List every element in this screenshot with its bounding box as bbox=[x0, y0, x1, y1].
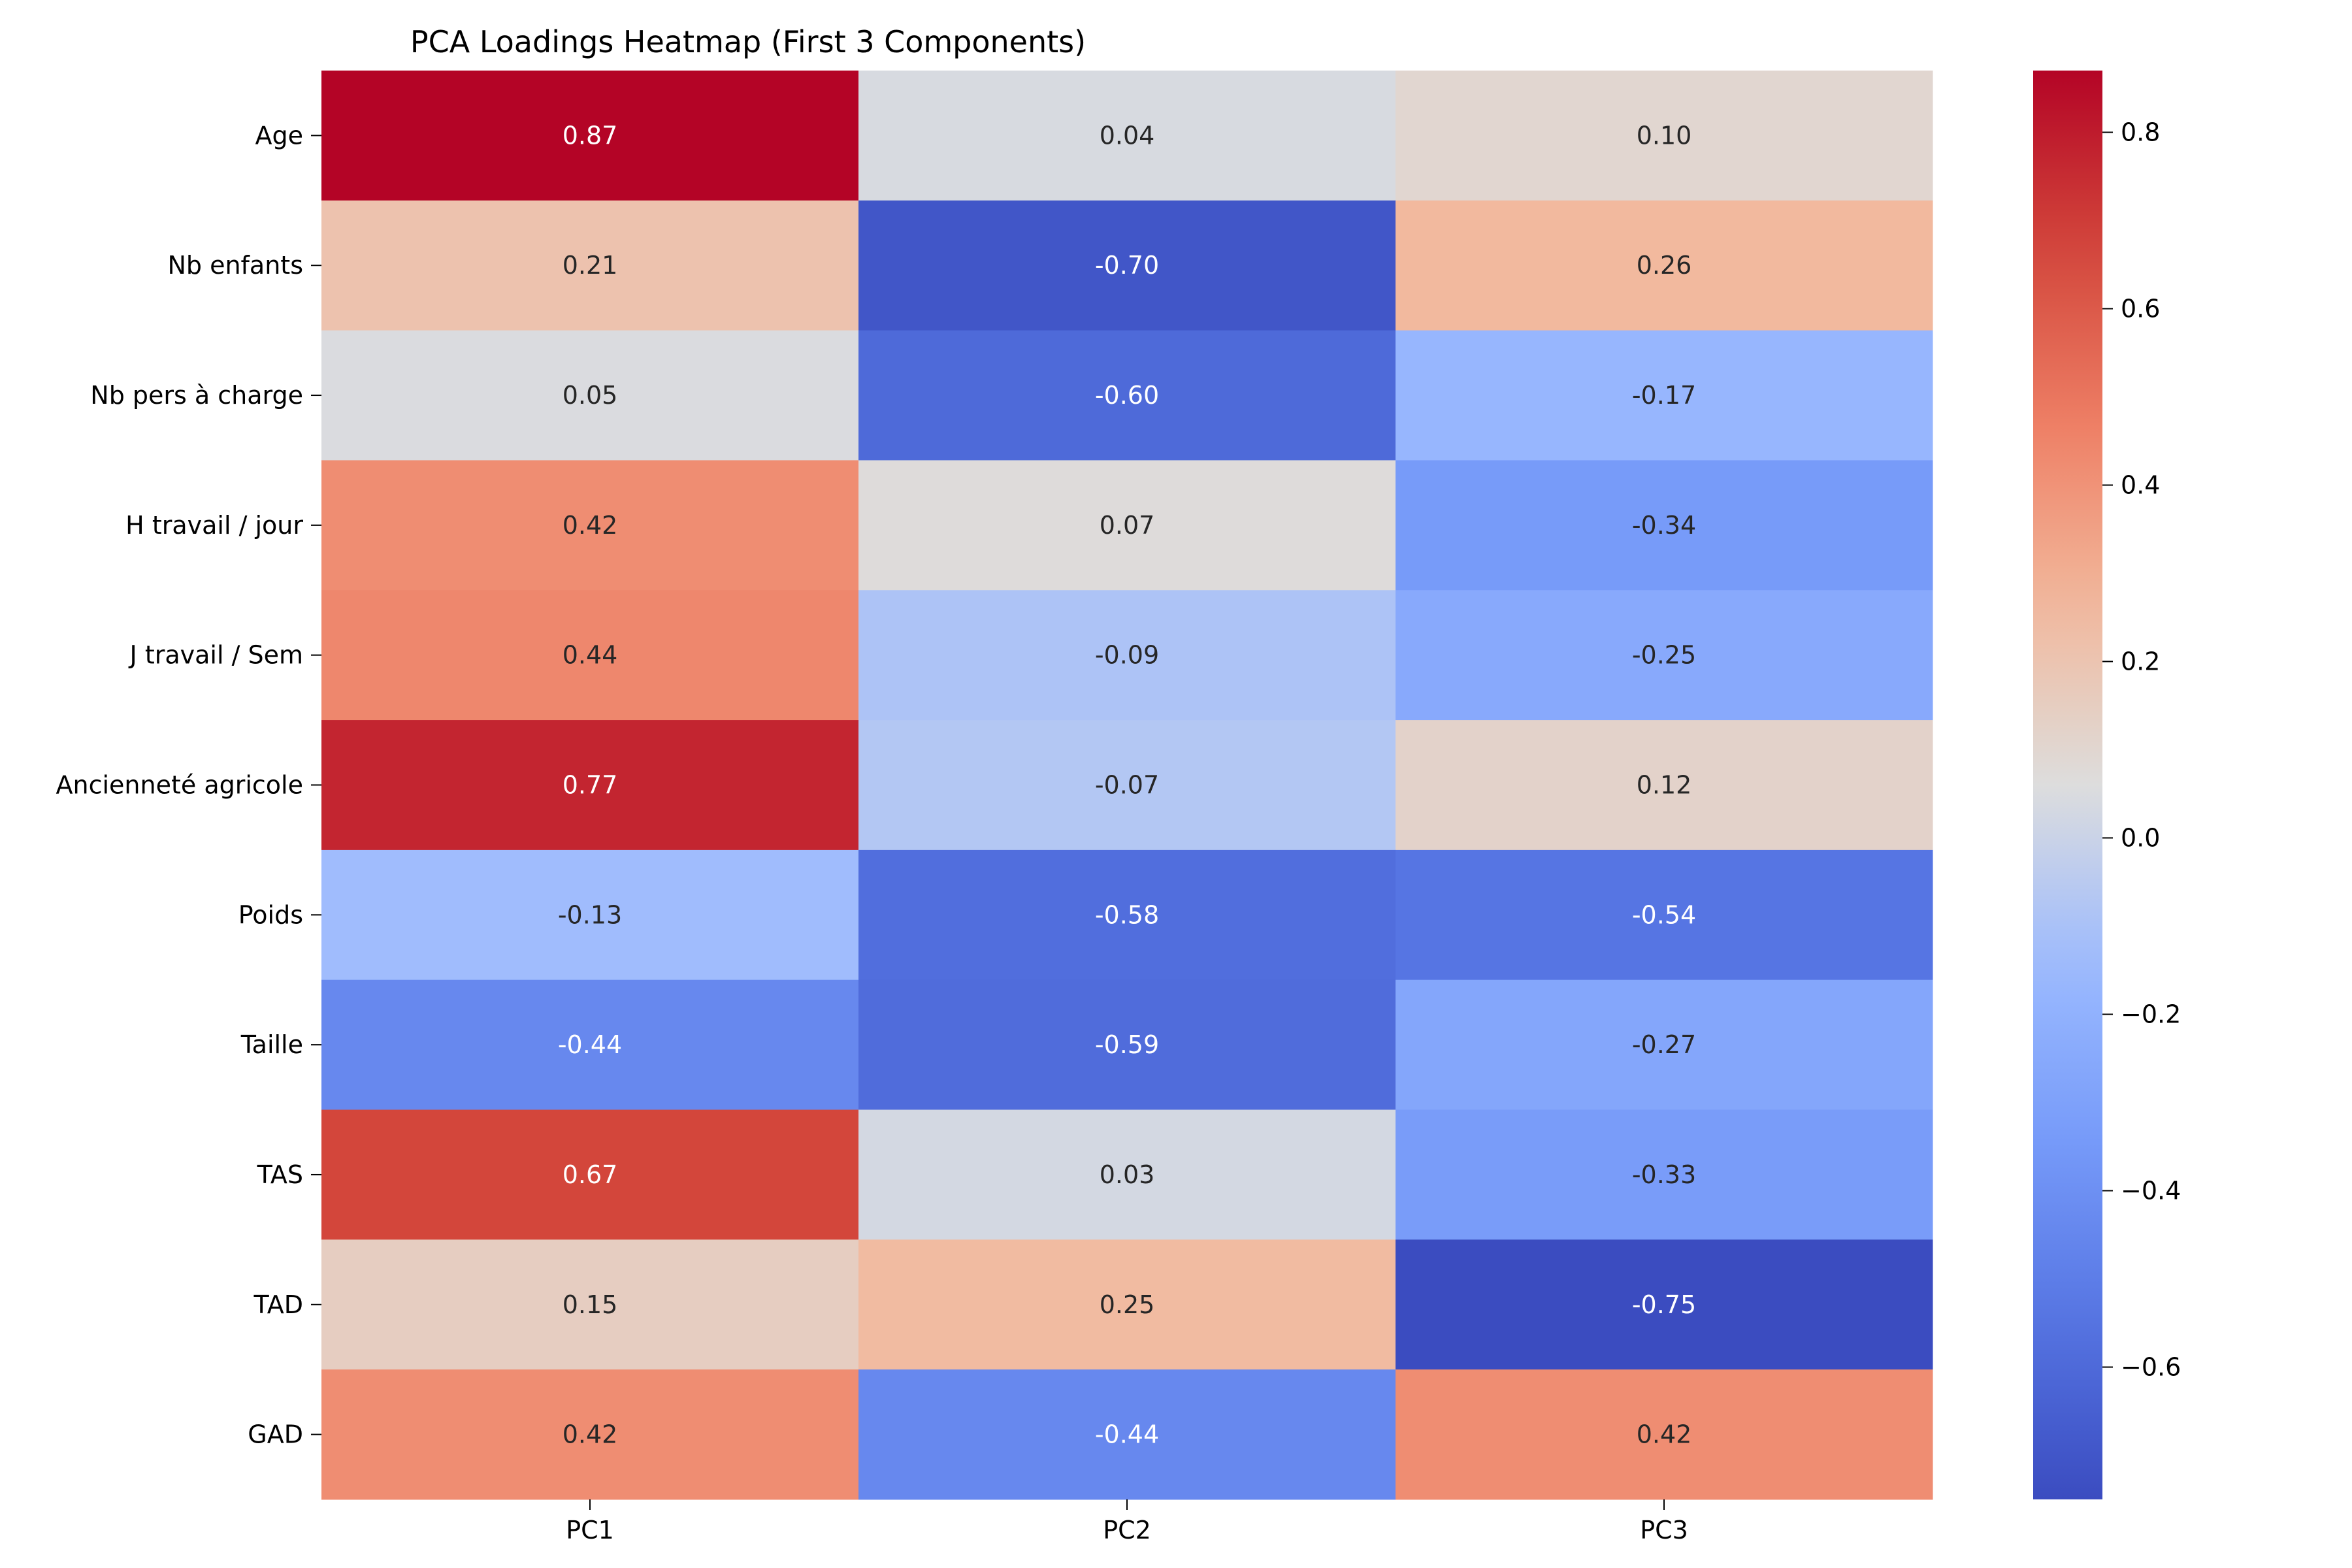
heatmap-cell bbox=[1396, 1239, 1933, 1370]
heatmap-cell bbox=[321, 720, 859, 851]
cell-value-label: -0.27 bbox=[1632, 1030, 1696, 1059]
cell-value-label: 0.03 bbox=[1100, 1160, 1155, 1189]
heatmap-cell bbox=[858, 1369, 1396, 1500]
heatmap-cell bbox=[858, 330, 1396, 461]
cell-value-label: -0.59 bbox=[1095, 1030, 1159, 1059]
colorbar-tick-label: −0.2 bbox=[2121, 1000, 2181, 1029]
cell-value-label: -0.58 bbox=[1095, 900, 1159, 929]
heatmap-cell bbox=[1396, 330, 1933, 461]
colorbar-tick-label: 0.4 bbox=[2121, 471, 2160, 500]
cell-value-label: 0.42 bbox=[1637, 1420, 1692, 1449]
cell-value-label: 0.04 bbox=[1100, 121, 1155, 150]
heatmap-cell bbox=[321, 849, 859, 981]
cell-value-label: 0.42 bbox=[563, 1420, 618, 1449]
row-tick-label: Nb pers à charge bbox=[90, 381, 303, 410]
cell-value-label: -0.60 bbox=[1095, 381, 1159, 410]
heatmap-cell bbox=[858, 1109, 1396, 1240]
row-tick-label: Poids bbox=[238, 900, 303, 929]
cell-value-label: -0.34 bbox=[1632, 511, 1696, 540]
heatmap-cell bbox=[858, 1239, 1396, 1370]
heatmap-cell bbox=[1396, 590, 1933, 721]
heatmap-cell bbox=[1396, 979, 1933, 1111]
heatmap-cell bbox=[858, 590, 1396, 721]
colorbar: 0.8 0.6 0.4 0.2 0.0 −0.2 −0.4 −0.6 bbox=[2033, 71, 2181, 1499]
heatmap-cell bbox=[1396, 460, 1933, 591]
row-axis: Age Nb enfants Nb pers à charge H travail /… bbox=[56, 121, 321, 1449]
cell-value-label: -0.13 bbox=[558, 900, 622, 929]
heatmap-cell bbox=[321, 200, 859, 331]
heatmap-cell bbox=[321, 460, 859, 591]
row-tick-label: J travail / Sem bbox=[129, 641, 303, 670]
cell-value-label: 0.87 bbox=[563, 121, 618, 150]
heatmap-cell bbox=[321, 1109, 859, 1240]
cell-value-label: 0.15 bbox=[563, 1290, 618, 1319]
colorbar-tick-label: −0.4 bbox=[2121, 1177, 2181, 1205]
cell-value-label: -0.33 bbox=[1632, 1160, 1696, 1189]
heatmap-cell bbox=[1396, 200, 1933, 331]
heatmap-cell bbox=[321, 590, 859, 721]
chart-title: PCA Loadings Heatmap (First 3 Components… bbox=[410, 24, 1086, 59]
cell-value-label: -0.44 bbox=[1095, 1420, 1159, 1449]
heatmap-cell bbox=[858, 460, 1396, 591]
cell-value-label: 0.42 bbox=[563, 511, 618, 540]
colorbar-tick-label: 0.0 bbox=[2121, 824, 2160, 853]
cell-value-label: 0.07 bbox=[1100, 511, 1155, 540]
cell-value-label: 0.44 bbox=[563, 641, 618, 670]
heatmap-cell bbox=[858, 720, 1396, 851]
column-tick-label: PC2 bbox=[1103, 1516, 1151, 1544]
heatmap-cell bbox=[858, 200, 1396, 331]
cell-value-label: 0.77 bbox=[563, 771, 618, 800]
heatmap-cells: 0.87 0.04 0.10 0.21 -0.70 0.26 0.05 -0.60 -0.17 0… bbox=[321, 71, 1933, 1500]
heatmap-cell bbox=[1396, 1109, 1933, 1240]
cell-value-label: -0.70 bbox=[1095, 251, 1159, 280]
cell-value-label: 0.05 bbox=[563, 381, 618, 410]
cell-value-label: -0.54 bbox=[1632, 900, 1696, 929]
cell-value-label: -0.17 bbox=[1632, 381, 1696, 410]
row-tick-label: Age bbox=[255, 121, 304, 150]
row-tick-label: H travail / jour bbox=[125, 511, 303, 540]
column-tick-label: PC3 bbox=[1640, 1516, 1688, 1544]
cell-value-label: 0.25 bbox=[1100, 1290, 1155, 1319]
colorbar-gradient bbox=[2033, 71, 2102, 1499]
heatmap-cell bbox=[858, 71, 1396, 201]
heatmap-cell bbox=[1396, 1369, 1933, 1500]
heatmap-cell bbox=[1396, 849, 1933, 981]
cell-value-label: 0.26 bbox=[1637, 251, 1692, 280]
cell-value-label: 0.12 bbox=[1637, 771, 1692, 800]
row-tick-label: Ancienneté agricole bbox=[56, 771, 303, 800]
colorbar-tick-label: 0.2 bbox=[2121, 647, 2160, 676]
colorbar-tick-label: −0.6 bbox=[2121, 1353, 2181, 1382]
heatmap-cell bbox=[321, 330, 859, 461]
cell-value-label: 0.10 bbox=[1637, 121, 1692, 150]
column-axis: PC1 PC2 PC3 bbox=[566, 1499, 1688, 1544]
heatmap-cell bbox=[858, 849, 1396, 981]
heatmap-cell bbox=[858, 979, 1396, 1111]
heatmap-cell bbox=[321, 1239, 859, 1370]
cell-value-label: -0.44 bbox=[558, 1030, 622, 1059]
cell-value-label: -0.09 bbox=[1095, 641, 1159, 670]
colorbar-tick-label: 0.6 bbox=[2121, 295, 2160, 323]
cell-value-label: -0.25 bbox=[1632, 641, 1696, 670]
heatmap-cell bbox=[321, 979, 859, 1111]
row-tick-label: TAD bbox=[253, 1290, 303, 1319]
heatmap-cell bbox=[1396, 71, 1933, 201]
heatmap-cell bbox=[321, 1369, 859, 1500]
row-tick-label: GAD bbox=[248, 1420, 303, 1449]
cell-value-label: -0.07 bbox=[1095, 771, 1159, 800]
heatmap-cell bbox=[321, 71, 859, 201]
cell-value-label: 0.67 bbox=[563, 1160, 618, 1189]
row-tick-label: TAS bbox=[257, 1160, 303, 1189]
colorbar-tick-label: 0.8 bbox=[2121, 118, 2160, 147]
cell-value-label: 0.21 bbox=[563, 251, 618, 280]
heatmap-cell bbox=[1396, 720, 1933, 851]
row-tick-label: Nb enfants bbox=[167, 251, 303, 280]
row-tick-label: Taille bbox=[240, 1030, 303, 1059]
cell-value-label: -0.75 bbox=[1632, 1290, 1696, 1319]
column-tick-label: PC1 bbox=[566, 1516, 614, 1544]
